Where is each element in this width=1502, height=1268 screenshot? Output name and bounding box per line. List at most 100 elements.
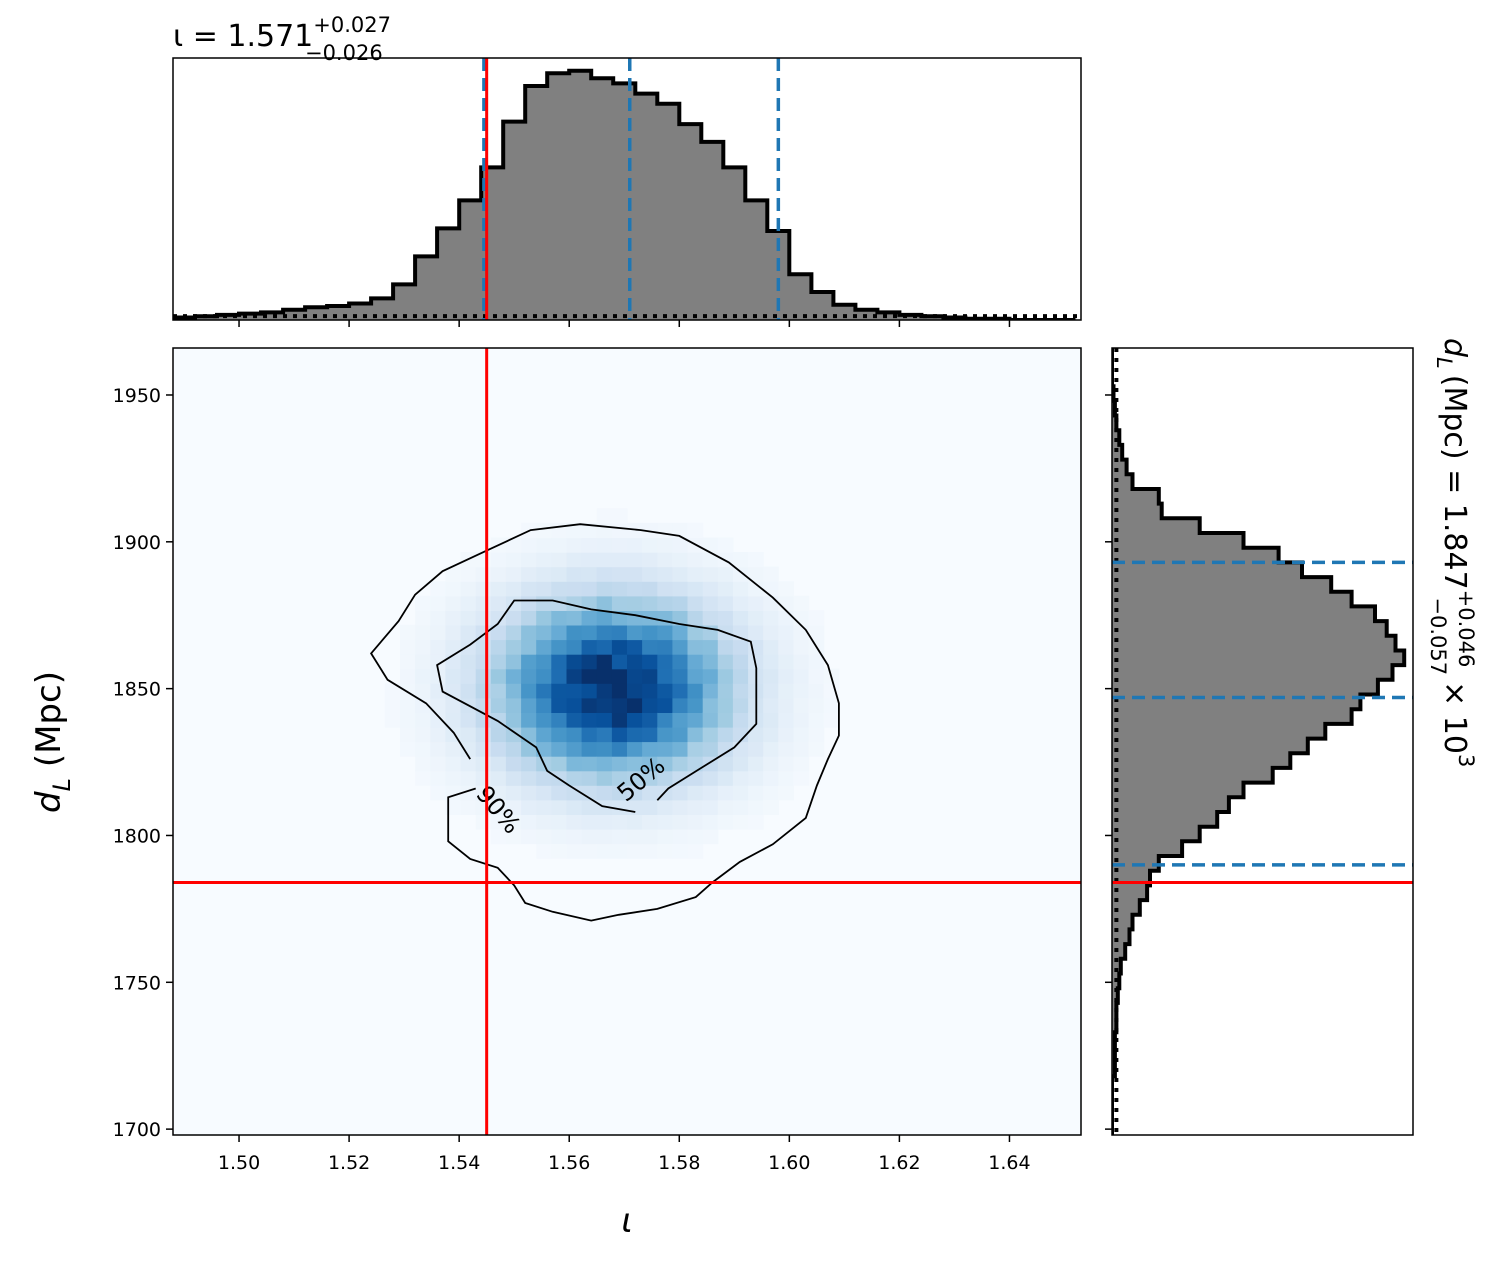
heatmap-cell bbox=[521, 770, 537, 786]
heatmap-cell bbox=[505, 799, 522, 815]
heatmap-cell bbox=[415, 624, 431, 641]
heatmap-cell bbox=[627, 683, 643, 699]
heatmap-cell bbox=[748, 741, 764, 757]
heatmap-cell bbox=[657, 610, 673, 626]
heatmap-cell bbox=[430, 726, 446, 743]
heatmap-cell bbox=[672, 828, 689, 845]
heatmap-cell bbox=[611, 552, 628, 568]
heatmap-cell bbox=[778, 581, 794, 597]
y-tick-label: 1900 bbox=[113, 532, 161, 554]
heatmap-cell bbox=[778, 668, 794, 684]
heatmap-cell bbox=[596, 668, 613, 684]
heatmap-cell bbox=[672, 683, 689, 699]
heatmap-cell bbox=[627, 668, 643, 684]
heatmap-cell bbox=[430, 581, 446, 597]
heatmap-cell bbox=[551, 741, 567, 757]
heatmap-cell bbox=[400, 697, 416, 713]
heatmap-cell bbox=[581, 756, 598, 772]
heatmap-cell bbox=[763, 683, 779, 699]
heatmap-cell bbox=[687, 610, 704, 626]
heatmap-cell bbox=[566, 843, 583, 859]
top-panel-title: ι = 1.571+0.027 −0.026 bbox=[173, 13, 391, 65]
heatmap-cell bbox=[551, 785, 567, 801]
heatmap-cell bbox=[475, 668, 492, 684]
heatmap-cell bbox=[536, 639, 552, 655]
heatmap-cell bbox=[823, 712, 840, 728]
heatmap-cell bbox=[748, 814, 764, 830]
heatmap-cell bbox=[505, 785, 522, 801]
heatmap-cell bbox=[687, 799, 704, 815]
heatmap-cell bbox=[581, 741, 598, 757]
heatmap-cell bbox=[642, 552, 658, 568]
heatmap-cell bbox=[490, 552, 507, 568]
heatmap-cell bbox=[415, 741, 431, 757]
heatmap-cell bbox=[430, 741, 446, 757]
heatmap-cell bbox=[732, 770, 749, 786]
heatmap-cell bbox=[687, 566, 704, 582]
heatmap-cell bbox=[581, 814, 598, 830]
x-tick-label: 1.52 bbox=[328, 1152, 370, 1174]
heatmap-cell bbox=[793, 610, 810, 626]
heatmap-cell bbox=[505, 683, 522, 699]
heatmap-cell bbox=[505, 537, 522, 553]
heatmap-cell bbox=[687, 756, 704, 772]
heatmap-cell bbox=[536, 726, 552, 743]
heatmap-cell bbox=[642, 828, 658, 845]
heatmap-cell bbox=[627, 697, 643, 713]
heatmap-cell bbox=[748, 726, 764, 743]
heatmap-cell bbox=[400, 712, 416, 728]
heatmap-cell bbox=[551, 756, 567, 772]
heatmap-cell bbox=[581, 654, 598, 670]
heatmap-cell bbox=[445, 595, 462, 611]
heatmap-cell bbox=[536, 828, 552, 845]
heatmap-cell bbox=[445, 799, 462, 815]
heatmap-cell bbox=[475, 726, 492, 743]
heatmap-cell bbox=[505, 814, 522, 830]
heatmap-cell bbox=[702, 668, 719, 684]
heatmap-cell bbox=[490, 566, 507, 582]
heatmap-cell bbox=[611, 843, 628, 859]
heatmap-cell bbox=[717, 654, 734, 670]
heatmap-cell bbox=[400, 639, 416, 655]
heatmap-cell bbox=[551, 654, 567, 670]
heatmap-cell bbox=[657, 799, 673, 815]
heatmap-cell bbox=[611, 537, 628, 553]
heatmap-cell bbox=[732, 654, 749, 670]
heatmap-cell bbox=[808, 726, 825, 743]
joint-panel-frame bbox=[172, 347, 1082, 1136]
heatmap-cell bbox=[627, 756, 643, 772]
heatmap-cell bbox=[551, 828, 567, 845]
heatmap-cell bbox=[430, 624, 446, 641]
heatmap-cell bbox=[763, 726, 779, 743]
heatmap-cell bbox=[611, 639, 628, 655]
heatmap-cell bbox=[778, 639, 794, 655]
heatmap-cell bbox=[717, 697, 734, 713]
heatmap-cell bbox=[536, 552, 552, 568]
heatmap-cell bbox=[460, 741, 477, 757]
heatmap-cell bbox=[490, 814, 507, 830]
heatmap-cell bbox=[536, 537, 552, 553]
heatmap-cell bbox=[642, 654, 658, 670]
heatmap-cell bbox=[521, 828, 537, 845]
heatmap-cell bbox=[581, 770, 598, 786]
heatmap-cell bbox=[717, 770, 734, 786]
heatmap-cell bbox=[581, 639, 598, 655]
heatmap-cell bbox=[778, 785, 794, 801]
heatmap-cell bbox=[793, 639, 810, 655]
heatmap-cell bbox=[566, 639, 583, 655]
heatmap-cell bbox=[521, 654, 537, 670]
heatmap-cell bbox=[581, 683, 598, 699]
heatmap-cell bbox=[687, 624, 704, 641]
heatmap-cell bbox=[475, 683, 492, 699]
heatmap-cell bbox=[748, 770, 764, 786]
heatmap-cell bbox=[551, 610, 567, 626]
heatmap-cell bbox=[521, 697, 537, 713]
heatmap-cell bbox=[717, 814, 734, 830]
heatmap-cell bbox=[445, 654, 462, 670]
heatmap-cell bbox=[566, 683, 583, 699]
heatmap-cell bbox=[808, 610, 825, 626]
heatmap-cell bbox=[551, 566, 567, 582]
heatmap-cell bbox=[642, 741, 658, 757]
heatmap-cell bbox=[763, 595, 779, 611]
heatmap-cell bbox=[460, 610, 477, 626]
